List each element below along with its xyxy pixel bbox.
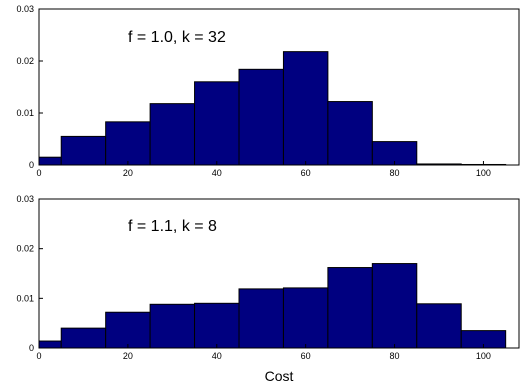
histogram-bar-1 <box>38 340 62 349</box>
histogram-bar-4 <box>149 103 196 166</box>
x-tick-0-label: 0 <box>36 351 41 361</box>
x-tick-40-label: 40 <box>212 168 222 178</box>
y-tick-0-01-label: 0.01 <box>16 108 34 118</box>
x-tick-40-label: 40 <box>212 351 222 361</box>
y-tick-0-label: 0 <box>29 160 34 170</box>
histogram-bar-3 <box>105 121 151 166</box>
histogram-bar-6 <box>238 288 284 349</box>
histogram-bar-8 <box>327 101 373 166</box>
histogram-bar-10 <box>416 303 462 349</box>
histogram-bar-8 <box>327 267 373 349</box>
x-tick-80-label: 80 <box>390 351 400 361</box>
x-tick-0-label: 0 <box>36 168 41 178</box>
y-tick-0-03-label: 0.03 <box>16 4 34 14</box>
histogram-bar-6 <box>238 68 284 166</box>
histogram-bar-2 <box>60 135 107 166</box>
y-tick-0-03-label: 0.03 <box>16 194 34 204</box>
histogram-bar-5 <box>194 302 240 349</box>
plot-frame <box>38 8 520 166</box>
plot-frame <box>38 198 520 349</box>
bottom-histogram-panel: 0 20 40 60 80 100 0 0.01 0.02 0.03 f = 1.1, k = 8 C… <box>16 194 520 384</box>
y-tick-0-02-label: 0.02 <box>16 244 34 254</box>
x-tick-60-label: 60 <box>301 168 311 178</box>
y-tick-0-label: 0 <box>29 343 34 353</box>
x-axis-label: Cost <box>265 368 294 384</box>
x-tick-100-label: 100 <box>476 168 491 178</box>
y-tick-0-02-label: 0.02 <box>16 56 34 66</box>
x-tick-80-label: 80 <box>390 168 400 178</box>
y-tick-0-01-label: 0.01 <box>16 293 34 303</box>
histogram-bar-1 <box>38 156 62 166</box>
histogram-bar-3 <box>105 311 151 349</box>
x-tick-60-label: 60 <box>301 351 311 361</box>
x-tick-20-label: 20 <box>123 351 133 361</box>
parameter-annotation: f = 1.0, k = 32 <box>128 29 226 46</box>
histogram-bar-2 <box>60 327 107 349</box>
histogram-bar-4 <box>149 303 196 349</box>
parameter-annotation: f = 1.1, k = 8 <box>128 218 217 235</box>
histogram-bar-5 <box>194 81 240 166</box>
histogram-bar-7 <box>282 287 329 349</box>
top-histogram-panel: 0 20 40 60 80 100 0 0.01 0.02 0.03 f = 1.0, k = 32 <box>16 4 520 178</box>
x-tick-20-label: 20 <box>123 168 133 178</box>
x-tick-100-label: 100 <box>476 351 491 361</box>
histogram-bar-9 <box>371 263 418 349</box>
histogram-bar-7 <box>282 51 329 166</box>
